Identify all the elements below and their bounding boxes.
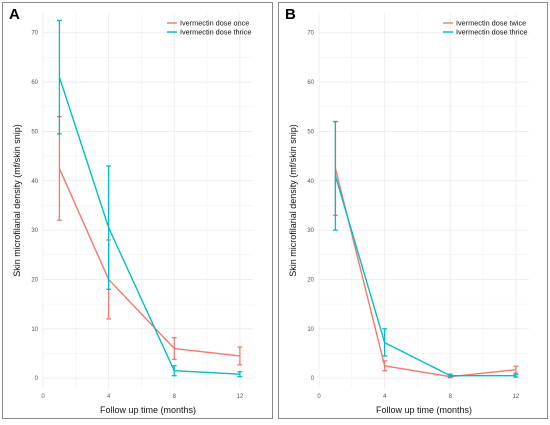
y-tick-label: 30: [31, 228, 38, 234]
y-tick-label: 40: [307, 179, 314, 185]
series-line: [334, 168, 516, 378]
x-tick-label: 0: [317, 394, 321, 400]
legend-label: Ivermectin dose twice: [456, 19, 526, 28]
x-axis-title: Follow up time (months): [100, 405, 196, 415]
y-tick-label: 30: [307, 228, 314, 234]
chart-b: 0 4 8 12 0 10 20 30 40 50 60 70 Follow up time (mont…: [288, 13, 529, 415]
series-line: [58, 168, 240, 357]
y-tick-label: 0: [35, 376, 39, 382]
y-axis-title: Skin microfilarial density (mf/skin snip…: [288, 124, 298, 277]
y-tick-label: 70: [307, 31, 314, 37]
panel-b: B 0 4 8 12 0 10 20 30 40 50 60 70 Follow up time (mo…: [278, 2, 548, 419]
chart-a: 0 4 8 12 0 10 20 30 40 50 60 70 Follow up time (mont…: [12, 13, 253, 415]
y-tick-label: 0: [311, 376, 315, 382]
y-tick-label: 50: [31, 129, 38, 135]
x-tick-label: 12: [237, 394, 244, 400]
y-tick-label: 20: [31, 277, 38, 283]
y-tick-label: 70: [31, 31, 38, 37]
x-tick-label: 4: [107, 394, 111, 400]
legend-label: Ivermectin dose once: [180, 19, 249, 28]
legend-label: Ivermectin dose thrice: [456, 28, 527, 37]
legend-label: Ivermectin dose thrice: [180, 28, 251, 37]
x-tick-label: 8: [173, 394, 177, 400]
panel-label: B: [285, 6, 296, 23]
y-tick-label: 50: [307, 129, 314, 135]
y-tick-label: 10: [307, 327, 314, 333]
x-tick-label: 8: [449, 394, 453, 400]
y-tick-label: 10: [31, 327, 38, 333]
series-line: [334, 175, 516, 377]
x-tick-label: 12: [513, 394, 520, 400]
panel-label: A: [9, 6, 20, 23]
y-tick-label: 60: [31, 80, 38, 86]
x-tick-label: 0: [41, 394, 45, 400]
y-tick-label: 60: [307, 80, 314, 86]
series-line: [58, 76, 240, 375]
y-axis-title: Skin microfilarial density (mf/skin snip…: [12, 124, 22, 277]
x-tick-label: 4: [383, 394, 387, 400]
y-tick-label: 20: [307, 277, 314, 283]
panel-a: A 0 4 8 12 0 10 20 30 40 50 60 70 Follow up time (mo…: [2, 2, 273, 419]
x-axis-title: Follow up time (months): [376, 405, 472, 415]
y-tick-label: 40: [31, 179, 38, 185]
